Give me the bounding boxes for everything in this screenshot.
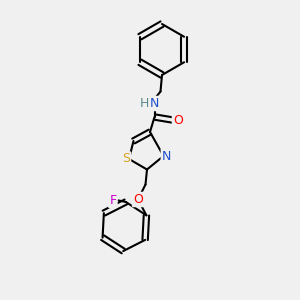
Text: O: O — [133, 193, 143, 206]
Text: S: S — [122, 152, 130, 166]
Text: H: H — [139, 97, 149, 110]
Text: N: N — [162, 149, 171, 163]
Text: F: F — [109, 194, 116, 207]
Text: N: N — [150, 97, 159, 110]
Text: O: O — [173, 113, 183, 127]
